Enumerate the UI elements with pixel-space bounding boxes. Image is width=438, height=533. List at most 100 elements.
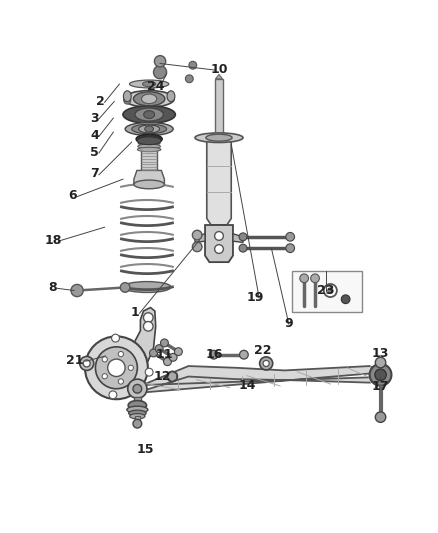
FancyBboxPatch shape — [292, 271, 362, 312]
Ellipse shape — [136, 134, 162, 144]
Circle shape — [109, 391, 117, 399]
Circle shape — [80, 357, 94, 370]
Text: 18: 18 — [44, 234, 62, 247]
Text: 10: 10 — [210, 63, 228, 76]
Text: 6: 6 — [68, 189, 77, 202]
Polygon shape — [168, 372, 177, 382]
Text: 19: 19 — [246, 290, 264, 304]
Polygon shape — [195, 234, 205, 243]
Ellipse shape — [137, 147, 161, 152]
Circle shape — [192, 230, 202, 240]
Circle shape — [240, 350, 248, 359]
Text: 13: 13 — [372, 348, 389, 360]
Text: 22: 22 — [254, 344, 272, 357]
Ellipse shape — [139, 125, 159, 133]
Circle shape — [370, 364, 392, 386]
Text: 15: 15 — [137, 442, 155, 456]
Circle shape — [112, 334, 120, 342]
Circle shape — [300, 274, 308, 282]
Circle shape — [286, 244, 294, 253]
Text: 7: 7 — [90, 167, 99, 181]
Circle shape — [85, 336, 148, 399]
Circle shape — [215, 231, 223, 240]
Text: 16: 16 — [206, 348, 223, 361]
Circle shape — [174, 348, 182, 356]
Circle shape — [102, 357, 107, 362]
Circle shape — [324, 284, 337, 297]
Circle shape — [118, 379, 124, 384]
Text: 11: 11 — [155, 348, 173, 361]
Ellipse shape — [124, 91, 174, 107]
Text: 17: 17 — [372, 380, 389, 393]
Circle shape — [167, 372, 177, 382]
Ellipse shape — [130, 80, 169, 88]
Circle shape — [341, 295, 350, 304]
Circle shape — [239, 233, 247, 241]
Circle shape — [150, 349, 157, 357]
Polygon shape — [124, 376, 142, 394]
Circle shape — [118, 351, 124, 357]
Circle shape — [83, 360, 90, 367]
Circle shape — [185, 75, 193, 83]
Polygon shape — [135, 416, 140, 423]
Polygon shape — [233, 234, 243, 243]
Ellipse shape — [132, 124, 166, 134]
Circle shape — [108, 359, 125, 376]
Polygon shape — [215, 79, 223, 135]
Circle shape — [120, 282, 130, 292]
Ellipse shape — [145, 126, 153, 132]
Circle shape — [154, 55, 166, 67]
Text: 9: 9 — [285, 317, 293, 330]
Polygon shape — [134, 398, 141, 402]
Text: 1: 1 — [131, 306, 140, 319]
Ellipse shape — [134, 180, 164, 189]
Polygon shape — [207, 138, 231, 225]
Circle shape — [128, 365, 134, 370]
Polygon shape — [134, 171, 164, 184]
Circle shape — [163, 358, 171, 366]
Circle shape — [209, 350, 218, 359]
Ellipse shape — [137, 137, 161, 144]
Circle shape — [260, 357, 273, 370]
Circle shape — [375, 412, 386, 422]
Circle shape — [160, 339, 168, 347]
Ellipse shape — [143, 82, 155, 87]
Circle shape — [144, 313, 153, 322]
Circle shape — [133, 419, 142, 428]
Ellipse shape — [123, 106, 175, 123]
Circle shape — [375, 357, 386, 368]
Polygon shape — [215, 75, 223, 79]
Circle shape — [311, 274, 319, 282]
Ellipse shape — [124, 91, 131, 102]
Polygon shape — [141, 149, 157, 171]
Circle shape — [189, 61, 197, 69]
Circle shape — [328, 288, 333, 293]
Circle shape — [286, 232, 294, 241]
Ellipse shape — [206, 134, 232, 141]
Ellipse shape — [167, 91, 175, 102]
Ellipse shape — [144, 111, 155, 118]
Circle shape — [124, 97, 131, 104]
Circle shape — [95, 347, 138, 389]
Circle shape — [155, 345, 163, 352]
Ellipse shape — [125, 123, 173, 135]
Text: 21: 21 — [66, 354, 84, 367]
Circle shape — [375, 369, 386, 381]
Text: 24: 24 — [147, 79, 164, 93]
Ellipse shape — [195, 133, 243, 142]
Circle shape — [215, 245, 223, 253]
Circle shape — [192, 242, 202, 252]
Text: 4: 4 — [90, 129, 99, 142]
Ellipse shape — [138, 144, 160, 149]
Ellipse shape — [129, 410, 146, 416]
Circle shape — [169, 353, 177, 361]
Circle shape — [145, 368, 153, 376]
Circle shape — [239, 244, 247, 252]
Ellipse shape — [134, 92, 165, 106]
Circle shape — [128, 379, 147, 398]
Circle shape — [263, 360, 269, 367]
Circle shape — [133, 384, 142, 393]
Polygon shape — [135, 366, 381, 393]
Text: 2: 2 — [96, 95, 105, 108]
Ellipse shape — [130, 414, 145, 419]
